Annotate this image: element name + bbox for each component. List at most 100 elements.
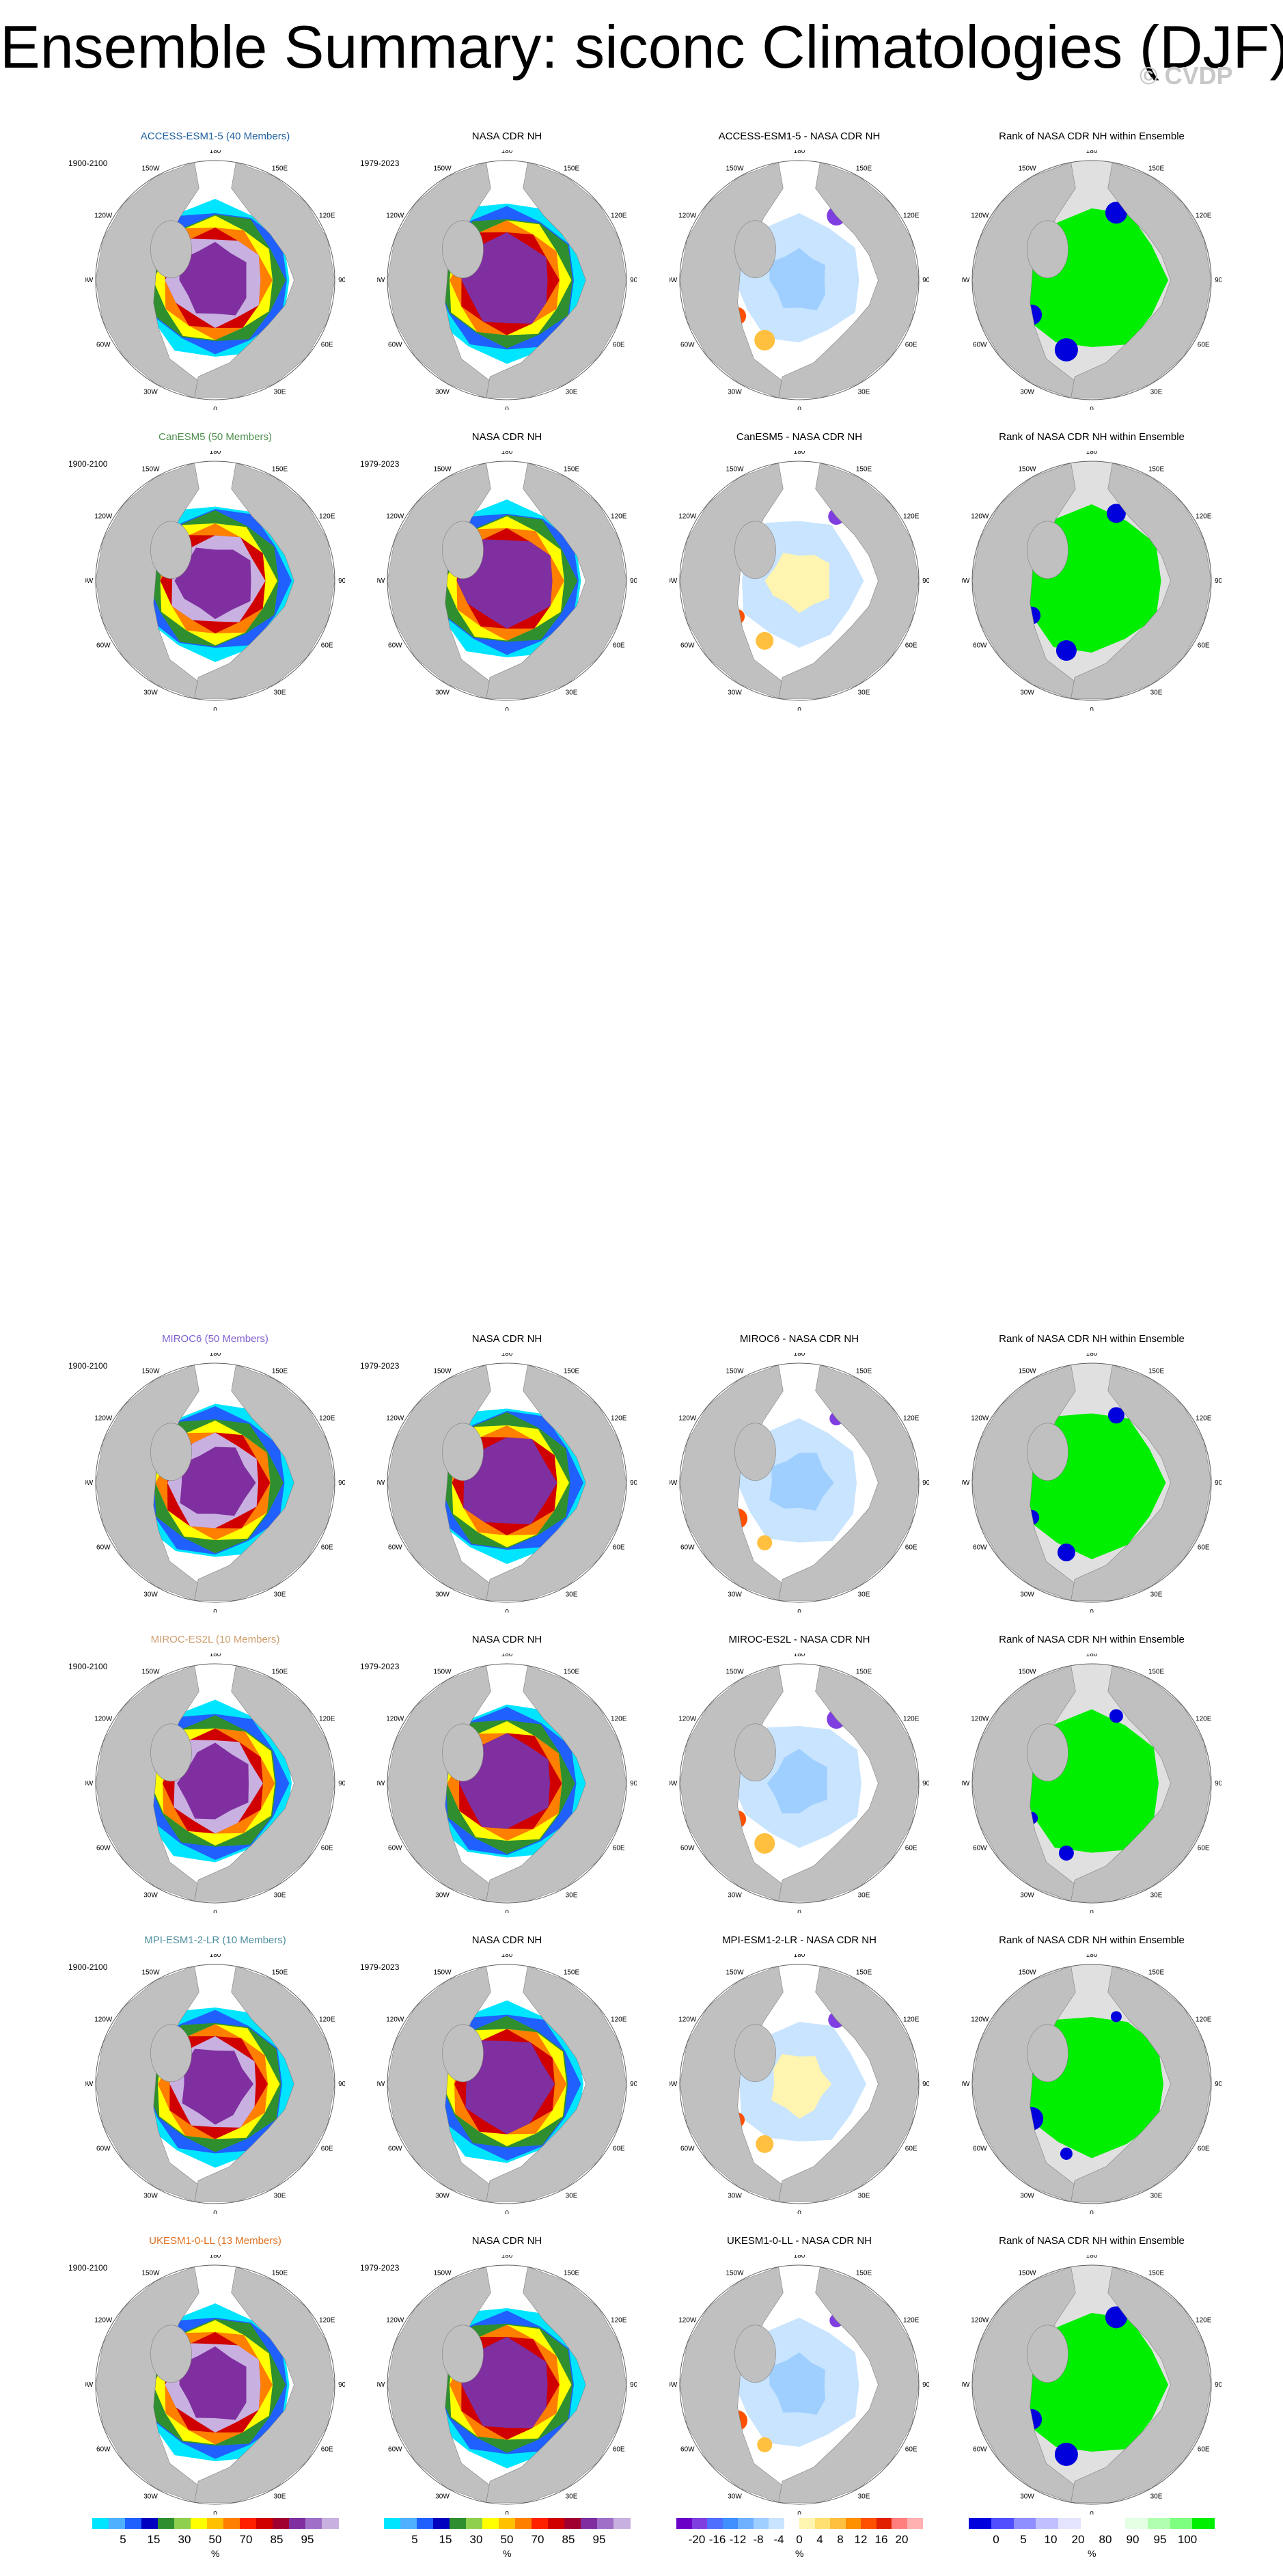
- longitude-label: 0: [797, 406, 801, 410]
- map-border: [95, 160, 335, 400]
- longitude-label: 60E: [1198, 2146, 1210, 2153]
- colorbar-swatch: [1170, 2518, 1193, 2529]
- longitude-label: 120E: [903, 213, 920, 220]
- period-label: 1979-2023: [360, 1361, 400, 1371]
- greenland: [1027, 2024, 1068, 2083]
- colorbar-tick-label: 50: [208, 2533, 222, 2546]
- longitude-label: 30W: [143, 1591, 158, 1599]
- longitude-label: 90W: [670, 2381, 678, 2389]
- longitude-label: 30E: [274, 389, 286, 396]
- longitude-label: 180: [1086, 1654, 1098, 1658]
- longitude-label: 120W: [678, 1716, 697, 1723]
- longitude-label: 150E: [272, 165, 288, 172]
- longitude-label: 90W: [962, 1780, 970, 1787]
- land-mass: [486, 463, 626, 699]
- colorbar-tick-label: 90: [1126, 2533, 1140, 2546]
- longitude-label: 60E: [321, 1845, 333, 1852]
- longitude-label: 180: [794, 1954, 805, 1959]
- longitude-label: 90W: [377, 2081, 385, 2088]
- longitude-label: 60E: [905, 342, 918, 349]
- colorbar-swatch: [466, 2518, 483, 2529]
- colorbar-tick-label: 15: [439, 2533, 452, 2546]
- longitude-label: 180: [794, 1654, 805, 1658]
- map-panel-obs: NASA CDR NH 1979-2023 180 150E 120E 90E 60E 30E…: [360, 1332, 654, 1619]
- longitude-label: 30W: [435, 389, 450, 396]
- longitude-label: 120W: [386, 213, 404, 220]
- longitude-label: 120E: [1196, 1716, 1212, 1723]
- longitude-label: 120W: [386, 2016, 404, 2024]
- colorbar-swatch: [1036, 2518, 1059, 2529]
- diff-core: [769, 2352, 825, 2415]
- longitude-label: 90W: [85, 277, 94, 284]
- longitude-label: 150E: [1148, 165, 1165, 172]
- longitude-label: 60W: [680, 2146, 695, 2153]
- longitude-label: 0: [213, 406, 217, 410]
- colorbar-tick-label: -12: [729, 2533, 747, 2546]
- longitude-label: 120E: [611, 2317, 627, 2325]
- colorbar-swatch: [861, 2518, 877, 2529]
- ice-core: [466, 1449, 543, 1521]
- longitude-label: 90E: [338, 1780, 345, 1787]
- longitude-label: 150E: [856, 465, 872, 473]
- longitude-label: 90E: [1215, 1479, 1222, 1487]
- rank-field-low: [1054, 2442, 1078, 2466]
- colorbar-swatch: [613, 2518, 631, 2529]
- colorbar: 5 15 30 50 70 85 95%: [384, 2518, 631, 2559]
- longitude-label: 60W: [680, 1845, 695, 1852]
- colorbar-unit: %: [795, 2548, 804, 2559]
- longitude-label: 120E: [1196, 213, 1212, 220]
- longitude-label: 90W: [670, 577, 678, 585]
- map-border: [387, 1663, 627, 1904]
- period-label: 1900-2100: [68, 1361, 108, 1371]
- longitude-label: 150W: [1018, 165, 1036, 172]
- longitude-label: 0: [1090, 707, 1094, 711]
- longitude-label: 120W: [386, 2317, 404, 2325]
- greenland: [150, 2024, 192, 2083]
- colorbar-tick-label: 100: [1177, 2533, 1198, 2546]
- longitude-label: 90W: [962, 577, 970, 585]
- colorbar-swatch: [125, 2518, 142, 2529]
- longitude-label: 150E: [856, 1668, 872, 1675]
- longitude-label: 0: [213, 2510, 217, 2515]
- land-mass: [194, 1665, 335, 1902]
- longitude-label: 0: [213, 2210, 217, 2214]
- rank-title: Rank of NASA CDR NH within Ensemble: [999, 131, 1185, 142]
- longitude-label: 120E: [903, 2016, 920, 2024]
- ice-core: [473, 2349, 545, 2426]
- longitude-label: 60E: [905, 1845, 918, 1852]
- longitude-label: 150E: [564, 1969, 580, 1976]
- greenland: [442, 2024, 484, 2083]
- longitude-label: 60W: [96, 342, 111, 349]
- longitude-label: 120W: [386, 1716, 404, 1723]
- longitude-label: 90E: [630, 2081, 637, 2088]
- longitude-label: 0: [797, 1909, 801, 1913]
- longitude-label: 180: [501, 150, 513, 155]
- longitude-label: 90E: [1215, 577, 1222, 585]
- longitude-label: 90W: [962, 2081, 970, 2088]
- map-border: [679, 2264, 920, 2505]
- longitude-label: 90E: [1215, 277, 1222, 284]
- colorbar-tick-label: 0: [993, 2533, 999, 2546]
- longitude-label: 30E: [858, 1892, 870, 1900]
- longitude-label: 120W: [94, 2016, 113, 2024]
- map-panel-diff: MIROC6 - NASA CDR NH 180 150E 120E 90E 60E 30E…: [652, 1332, 946, 1619]
- period-label: 1979-2023: [360, 459, 400, 469]
- colorbar-swatch: [907, 2518, 923, 2529]
- polar-map: 180 150E 120E 90E 60E 30E 0 30W 60W 90W 120W 150W: [670, 1954, 929, 2214]
- colorbar-tick-label: 85: [562, 2533, 575, 2546]
- longitude-label: 60W: [973, 2446, 987, 2454]
- longitude-label: 120E: [319, 213, 335, 220]
- land-mass: [486, 162, 626, 398]
- rank-field-low: [1060, 2147, 1073, 2160]
- map-panel-obs: NASA CDR NH 1979-2023 180 150E 120E 90E 60E 30E…: [360, 1934, 654, 2221]
- obs-title: NASA CDR NH: [471, 131, 542, 142]
- longitude-label: 60W: [388, 342, 402, 349]
- greenland: [734, 220, 776, 279]
- longitude-label: 30E: [566, 2193, 578, 2200]
- colorbar-tick-label: 12: [854, 2533, 868, 2546]
- period-label: 1979-2023: [360, 1962, 400, 1972]
- longitude-label: 60E: [321, 2446, 333, 2454]
- longitude-label: 90E: [1215, 2381, 1222, 2389]
- longitude-label: 60E: [613, 1845, 625, 1852]
- colorbar-swatch: [174, 2518, 191, 2529]
